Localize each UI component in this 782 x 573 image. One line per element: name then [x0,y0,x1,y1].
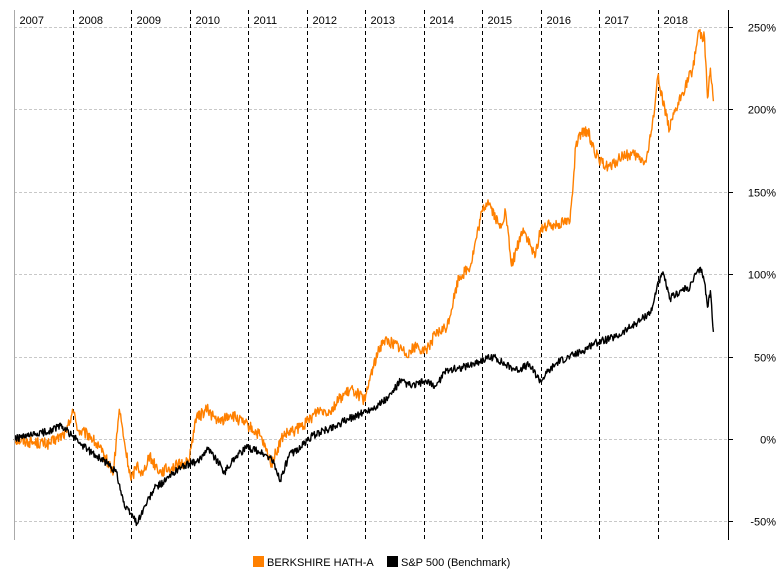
legend-label: BERKSHIRE HATH-A [267,557,374,569]
y-tick-label: 200% [748,105,776,117]
y-tick-label: 0% [760,435,776,447]
legend: BERKSHIRE HATH-A S&P 500 (Benchmark) [253,556,510,569]
y-tick-label: 100% [748,270,776,282]
x-tick-label: 2010 [196,15,220,27]
y-tick-label: -50% [750,517,776,529]
x-tick-label: 2007 [20,15,44,27]
legend-label: S&P 500 (Benchmark) [401,557,510,569]
x-tick-label: 2017 [605,15,629,27]
x-tick-label: 2013 [371,15,395,27]
legend-swatch [387,556,398,567]
x-tick-label: 2009 [137,15,161,27]
x-axis-ticks: 2007 2008 2009 2010 2011 2012 2013 2014 2015 2016… [20,15,688,27]
x-tick-label: 2016 [547,15,571,27]
legend-swatch [253,556,264,567]
x-tick-label: 2012 [313,15,337,27]
x-tick-label: 2018 [664,15,688,27]
x-tick-label: 2014 [430,15,454,27]
y-tick-label: 150% [748,188,776,200]
x-tick-label: 2015 [488,15,512,27]
series-layer [13,28,715,527]
y-tick-label: 50% [754,353,776,365]
y-axis-ticks: 250% 200% 150% 100% 50% 0% -50% [728,23,776,529]
y-tick-label: 250% [748,23,776,35]
series-line-berkshire [13,28,715,481]
horizontal-gridlines [14,27,728,522]
x-tick-label: 2011 [254,15,278,27]
x-tick-label: 2008 [79,15,103,27]
series-line-sp500 [13,266,715,527]
